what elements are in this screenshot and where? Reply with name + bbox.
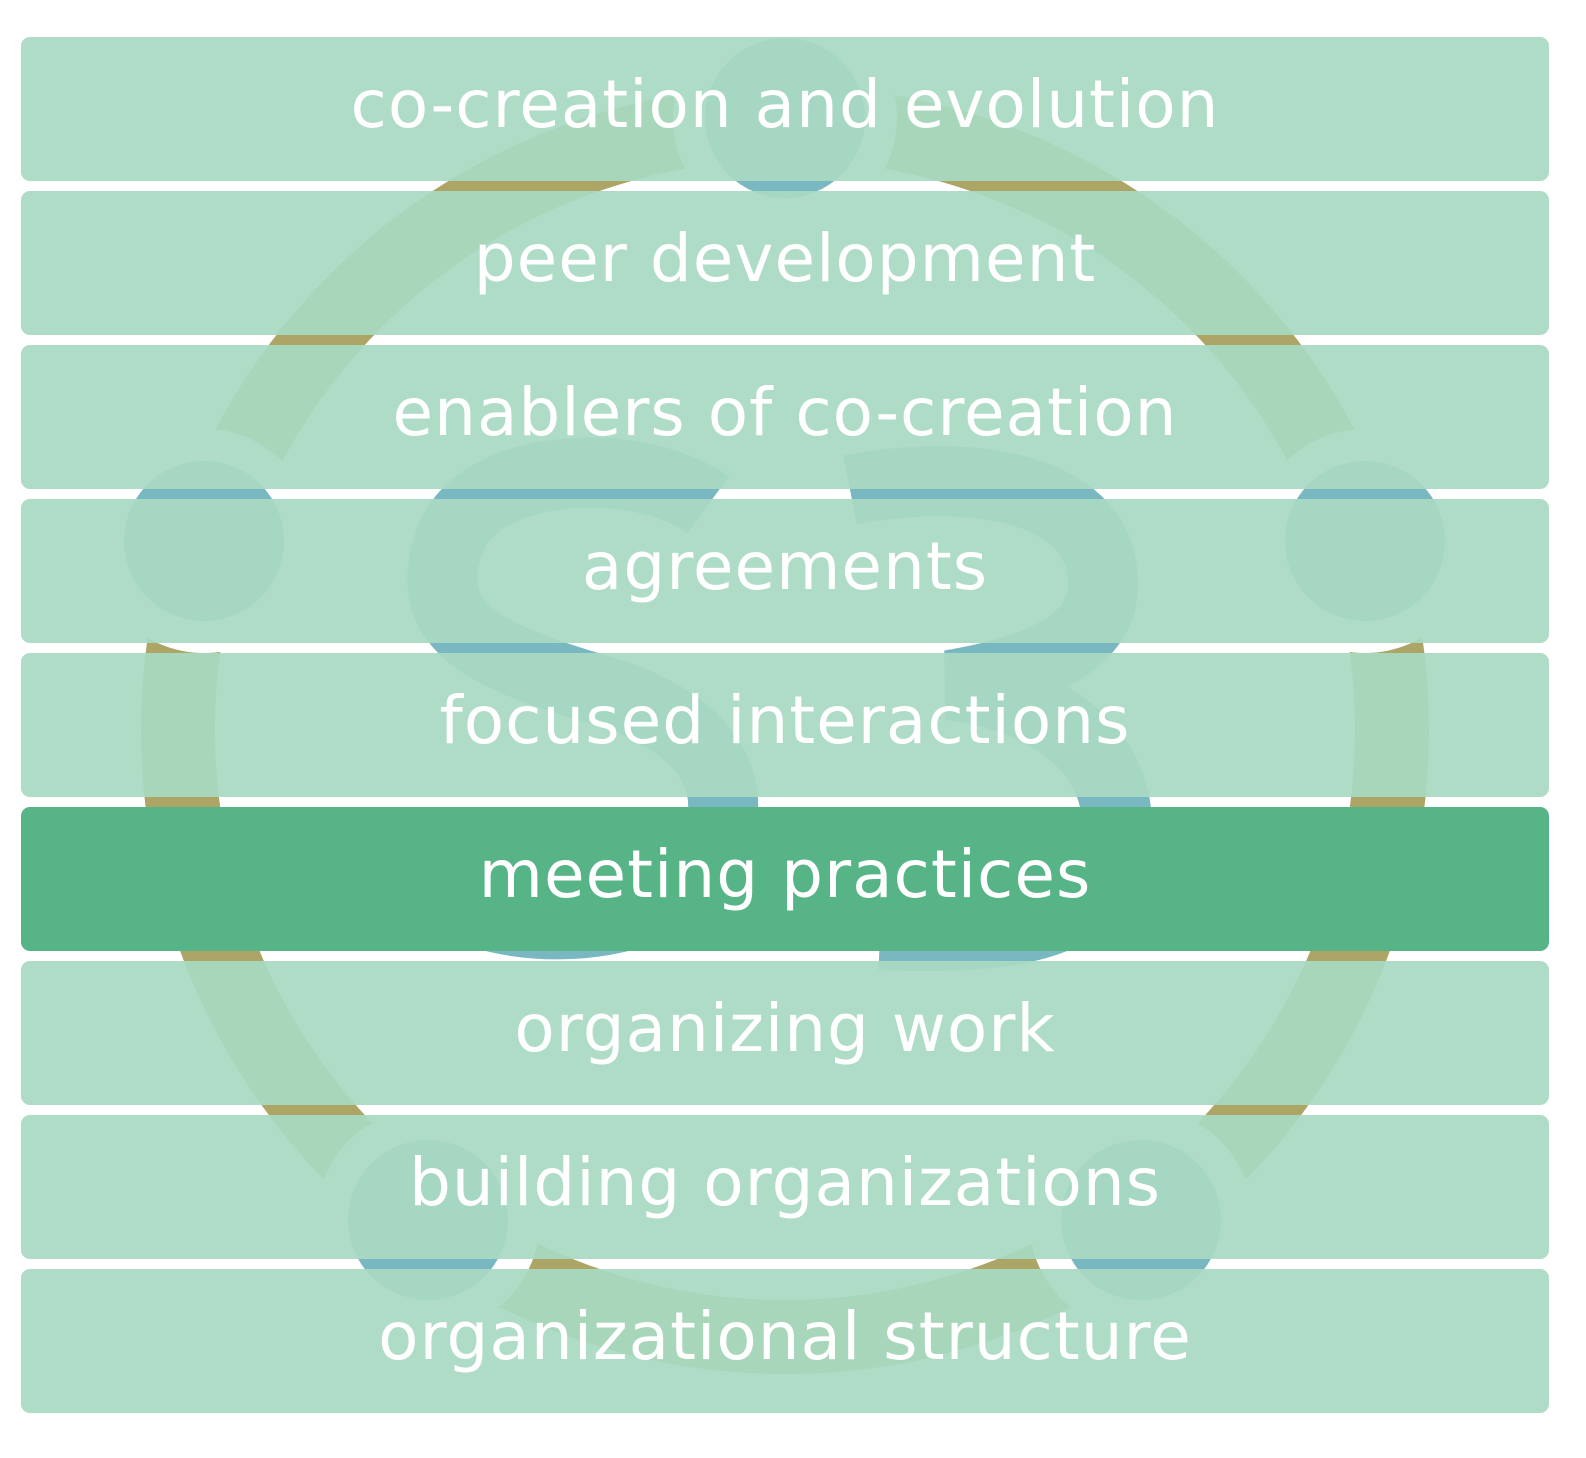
layer-organizational-structure[interactable]: organizational structure <box>21 1269 1549 1413</box>
layer-peer-development[interactable]: peer development <box>21 191 1549 335</box>
layer-building-organizations[interactable]: building organizations <box>21 1115 1549 1259</box>
layer-focused-interactions[interactable]: focused interactions <box>21 653 1549 797</box>
layer-organizing-work[interactable]: organizing work <box>21 961 1549 1105</box>
layer-enablers-of-co-creation[interactable]: enablers of co-creation <box>21 345 1549 489</box>
layer-agreements[interactable]: agreements <box>21 499 1549 643</box>
layer-stack: co-creation and evolution peer developme… <box>21 37 1549 1423</box>
layer-meeting-practices[interactable]: meeting practices <box>21 807 1549 951</box>
layer-co-creation-and-evolution[interactable]: co-creation and evolution <box>21 37 1549 181</box>
